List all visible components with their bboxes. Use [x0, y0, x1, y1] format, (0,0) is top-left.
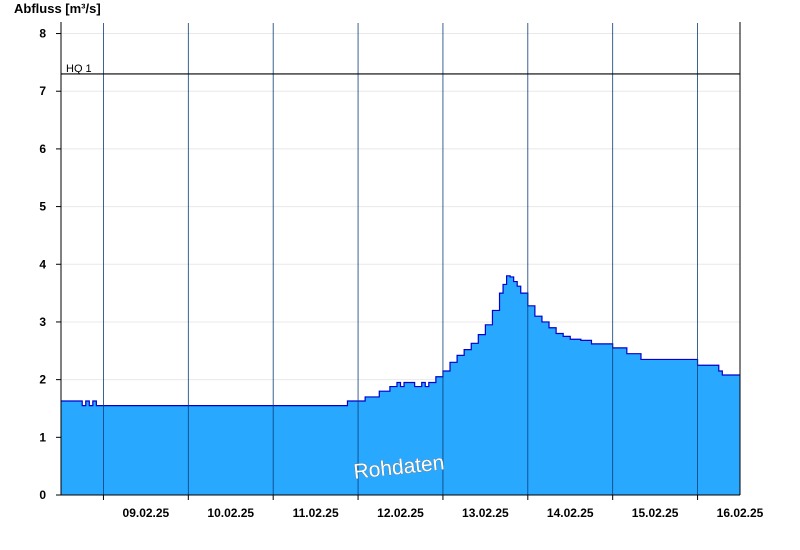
grid — [61, 33, 740, 438]
y-ticks: 0 1 2 3 4 5 6 7 8 — [39, 27, 61, 502]
y-tick-label: 7 — [39, 84, 46, 98]
x-tick-label: 10.02.25 — [207, 506, 254, 520]
y-tick-label: 3 — [39, 315, 46, 329]
x-tick-label: 14.02.25 — [547, 506, 594, 520]
y-tick-label: 6 — [39, 142, 46, 156]
hq1-label: HQ 1 — [66, 63, 92, 75]
series-line — [61, 275, 740, 407]
y-tick-label: 2 — [39, 373, 46, 387]
x-tick-label: 11.02.25 — [293, 506, 339, 520]
hq1-reference: HQ 1 — [61, 63, 740, 75]
x-tick-label: 12.02.25 — [377, 506, 424, 520]
day-separators — [103, 23, 698, 495]
y-axis-label: Abfluss [m³/s] — [14, 1, 101, 16]
x-tick-label: 16.02.25 — [717, 506, 764, 520]
y-tick-label: 8 — [39, 27, 46, 41]
x-tick-label: 09.02.25 — [123, 506, 170, 520]
x-ticks: 09.02.25 10.02.25 11.02.25 12.02.25 13.02.25… — [102, 495, 764, 520]
x-tick-label: 13.02.25 — [462, 506, 509, 520]
x-tick-label: 15.02.25 — [632, 506, 679, 520]
axes — [60, 22, 741, 496]
y-tick-label: 4 — [39, 257, 46, 271]
y-tick-label: 5 — [39, 200, 46, 214]
area-series — [61, 275, 740, 495]
y-tick-label: 1 — [39, 430, 46, 444]
y-tick-label: 0 — [39, 488, 46, 502]
